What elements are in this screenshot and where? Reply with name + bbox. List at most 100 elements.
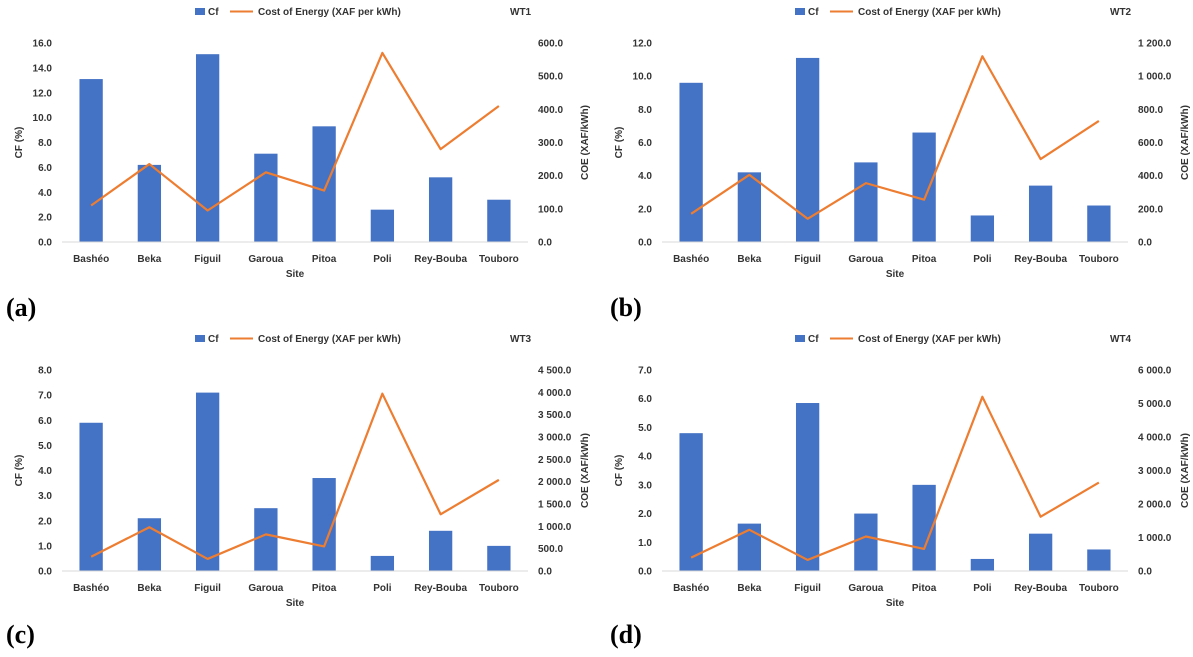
y2-tick-label: 800.0 <box>1138 105 1163 116</box>
bar-cf-Touboro <box>1087 205 1111 242</box>
x-tick-label: Touboro <box>1079 254 1119 265</box>
legend-swatch-cf <box>795 335 805 342</box>
bar-cf-Pitoa <box>912 484 936 571</box>
bar-cf-Poli <box>370 555 395 571</box>
line-coe <box>90 51 500 212</box>
y2-tick-label: 200.0 <box>538 171 563 182</box>
y-tick-label: 2.0 <box>38 516 52 527</box>
x-tick-label: Rey-Bouba <box>1014 583 1067 594</box>
x-tick-label: Pitoa <box>912 254 937 265</box>
y-tick-label: 16.0 <box>33 39 53 50</box>
y2-tick-label: 2 000.0 <box>1138 500 1172 511</box>
y-tick-label: 2.0 <box>638 204 652 215</box>
y2-tick-label: 4 500.0 <box>538 366 572 377</box>
y-axis-title: CF (%) <box>614 127 625 159</box>
y2-tick-label: 4 000.0 <box>538 388 572 399</box>
bar-cf-Pitoa <box>312 478 336 571</box>
chart-panel-4: Cf Cost of Energy (XAF per kWh) WT4 0.0 1.0 2… <box>610 334 1191 649</box>
y-tick-label: 7.0 <box>38 391 52 402</box>
panel-title: WT2 <box>1110 7 1132 18</box>
y-tick-label: 3.0 <box>38 491 52 502</box>
bar-cf-Touboro <box>487 199 511 242</box>
y2-tick-label: 200.0 <box>1138 204 1163 215</box>
x-tick-label: Garoua <box>248 254 283 265</box>
bar-cf-Garoua <box>254 153 278 242</box>
y-tick-label: 4.0 <box>638 171 652 182</box>
y-tick-label: 6.0 <box>38 416 52 427</box>
y-tick-label: 2.0 <box>638 509 652 520</box>
y-tick-label: 14.0 <box>33 63 53 74</box>
y-tick-label: 5.0 <box>638 423 652 434</box>
y-tick-label: 2.0 <box>38 213 52 224</box>
y2-tick-label: 400.0 <box>538 105 563 116</box>
y2-tick-label: 3 000.0 <box>538 433 572 444</box>
legend-label-coe: Cost of Energy (XAF per kWh) <box>858 7 1001 18</box>
x-tick-label: Figuil <box>794 254 821 265</box>
x-tick-label: Figuil <box>194 583 221 594</box>
bar-cf-Rey-Bouba <box>428 177 453 242</box>
panel-title: WT3 <box>510 334 532 345</box>
bar-cf-Pitoa <box>912 132 936 242</box>
panel-letter-label: (c) <box>6 620 35 649</box>
y2-axis-title: COE (XAF/kWh) <box>580 433 591 508</box>
panel-title: WT4 <box>1110 334 1132 345</box>
y-tick-label: 0.0 <box>638 238 652 249</box>
line-coe <box>690 55 1100 220</box>
y-tick-label: 5.0 <box>38 441 52 452</box>
bar-cf-Beka <box>737 523 762 571</box>
bar-cf-Figuil <box>795 403 820 571</box>
x-tick-label: Pitoa <box>912 583 937 594</box>
y2-tick-label: 0.0 <box>1138 567 1152 578</box>
x-axis-title: Site <box>286 598 305 609</box>
legend-label-cf: Cf <box>808 7 819 18</box>
x-tick-label: Rey-Bouba <box>414 583 467 594</box>
y-tick-label: 10.0 <box>633 72 653 83</box>
y-tick-label: 0.0 <box>38 567 52 578</box>
y2-tick-label: 100.0 <box>538 204 563 215</box>
x-tick-label: Touboro <box>479 583 519 594</box>
x-tick-label: Touboro <box>479 254 519 265</box>
x-tick-label: Poli <box>373 583 392 594</box>
y2-tick-label: 0.0 <box>538 238 552 249</box>
panel-title: WT1 <box>510 7 532 18</box>
y-tick-label: 4.0 <box>38 188 52 199</box>
bar-cf-Bashéo <box>79 422 103 571</box>
y-tick-label: 4.0 <box>38 466 52 477</box>
x-tick-label: Bashéo <box>73 583 109 594</box>
y2-tick-label: 5 000.0 <box>1138 399 1172 410</box>
y2-tick-label: 0.0 <box>538 567 552 578</box>
x-tick-label: Beka <box>137 254 161 265</box>
x-tick-label: Garoua <box>248 583 283 594</box>
bar-cf-Touboro <box>487 545 511 571</box>
y2-tick-label: 600.0 <box>1138 138 1163 149</box>
panel-letter-label: (a) <box>6 293 36 322</box>
legend-label-cf: Cf <box>808 334 819 345</box>
x-tick-label: Pitoa <box>312 254 337 265</box>
chart-panel-2: Cf Cost of Energy (XAF per kWh) WT2 0.0 2.0 4… <box>610 7 1191 322</box>
x-tick-label: Poli <box>373 254 392 265</box>
y2-tick-label: 3 000.0 <box>1138 466 1172 477</box>
y2-tick-label: 2 000.0 <box>538 477 572 488</box>
legend-label-coe: Cost of Energy (XAF per kWh) <box>258 7 401 18</box>
chart-panel-1: Cf Cost of Energy (XAF per kWh) WT1 0.0 2.0 4… <box>6 7 591 322</box>
y-tick-label: 7.0 <box>638 366 652 377</box>
x-axis-title: Site <box>886 269 905 280</box>
y2-tick-label: 1 000.0 <box>1138 533 1172 544</box>
x-tick-label: Garoua <box>848 583 883 594</box>
chart-panel-3: Cf Cost of Energy (XAF per kWh) WT3 0.0 1.0 2… <box>6 334 591 649</box>
x-axis-title: Site <box>286 269 305 280</box>
y-tick-label: 8.0 <box>38 366 52 377</box>
y2-tick-label: 4 000.0 <box>1138 433 1172 444</box>
bar-cf-Garoua <box>854 513 878 571</box>
line-coe <box>690 395 1100 562</box>
y2-tick-label: 0.0 <box>1138 238 1152 249</box>
x-tick-label: Beka <box>737 254 761 265</box>
y-tick-label: 12.0 <box>33 88 53 99</box>
bar-cf-Rey-Bouba <box>428 530 453 571</box>
y2-tick-label: 600.0 <box>538 39 563 50</box>
y-tick-label: 10.0 <box>33 113 53 124</box>
x-axis-title: Site <box>886 598 905 609</box>
bar-cf-Bashéo <box>679 82 703 242</box>
legend-label-coe: Cost of Energy (XAF per kWh) <box>258 334 401 345</box>
y-axis-title: CF (%) <box>14 127 25 159</box>
